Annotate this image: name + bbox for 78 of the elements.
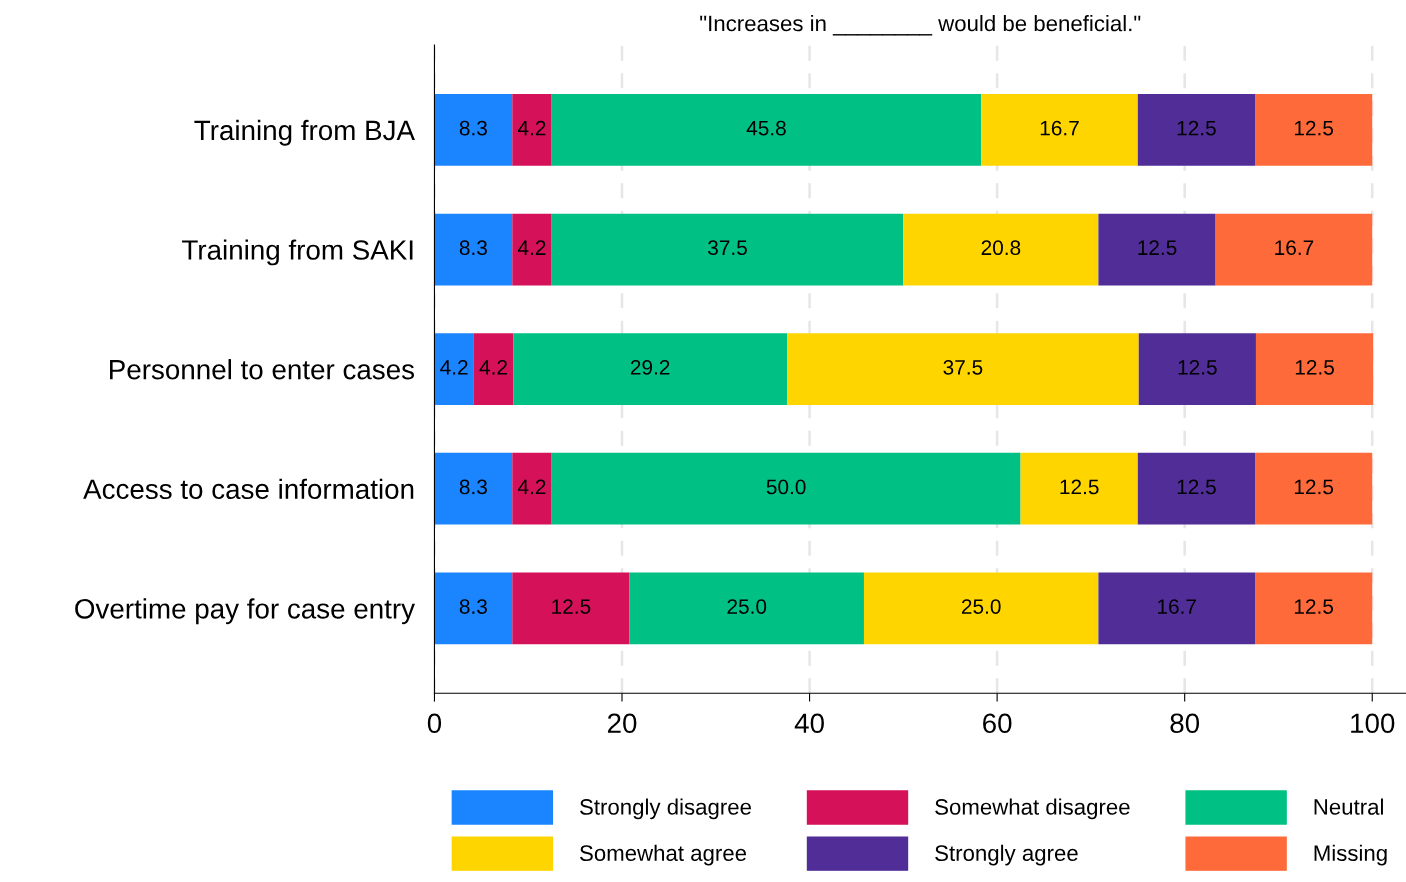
bar xyxy=(787,333,1139,405)
data-label: 12.5 xyxy=(1178,359,1217,375)
legend-label: Neutral xyxy=(1314,798,1383,815)
legend-label: Strongly disagree xyxy=(580,798,751,820)
chart-title: "Increases in ________ would be beneficial." xyxy=(700,14,1141,36)
bar xyxy=(512,213,552,286)
data-label: 25.0 xyxy=(727,599,767,614)
data-label: 12.5 xyxy=(1295,359,1334,375)
data-label: 12.5 xyxy=(1177,479,1216,495)
bar xyxy=(434,94,513,166)
data-label: 12.5 xyxy=(1138,240,1177,256)
data-label: 12.5 xyxy=(1294,120,1334,136)
data-label: 37.5 xyxy=(708,240,747,256)
bar xyxy=(1137,452,1256,525)
y-tick-label: Access to case information xyxy=(83,478,414,500)
y-tick-label: Training from SAKI xyxy=(182,239,413,266)
y-tick-label: Training from BJA xyxy=(194,119,415,146)
bar xyxy=(981,94,1138,166)
data-label: 4.2 xyxy=(517,120,546,136)
data-label: 8.3 xyxy=(459,240,487,256)
bar xyxy=(434,333,474,405)
bar xyxy=(512,94,552,166)
data-label: 8.3 xyxy=(459,599,487,614)
y-tick-label: Personnel to enter cases xyxy=(110,359,415,380)
data-label: 29.2 xyxy=(630,359,670,375)
data-label: 4.2 xyxy=(517,479,546,495)
data-label: 25.0 xyxy=(961,599,1001,614)
data-label: 4.2 xyxy=(440,359,468,375)
x-tick-label: 20 xyxy=(607,713,637,734)
x-tick-label: 40 xyxy=(794,713,824,734)
bar xyxy=(1215,213,1373,286)
data-label: 4.2 xyxy=(517,240,546,255)
bar xyxy=(434,452,513,525)
data-label: 20.8 xyxy=(981,240,1021,256)
bar xyxy=(1137,94,1256,166)
data-label: 12.5 xyxy=(1060,479,1099,495)
x-tick-label: 100 xyxy=(1351,713,1395,734)
data-label: 12.5 xyxy=(552,599,591,614)
bar xyxy=(513,333,788,405)
data-label: 12.5 xyxy=(1294,479,1334,495)
data-label: 50.0 xyxy=(766,479,806,495)
bar xyxy=(1255,94,1373,166)
bar xyxy=(1098,572,1256,645)
bar xyxy=(551,94,982,166)
x-tick-label: 0 xyxy=(427,713,442,734)
bar xyxy=(434,213,513,286)
x-tick-label: 60 xyxy=(983,713,1012,734)
bar xyxy=(473,333,514,405)
legend-label: Missing xyxy=(1314,844,1387,866)
data-label: 8.3 xyxy=(459,120,487,136)
data-label: 16.7 xyxy=(1158,599,1196,614)
data-label: 45.8 xyxy=(746,120,786,136)
data-label: 12.5 xyxy=(1294,599,1334,614)
data-label: 12.5 xyxy=(1177,120,1216,136)
bar xyxy=(1138,333,1256,405)
data-label: 8.3 xyxy=(459,479,487,495)
bar xyxy=(629,572,864,645)
legend-label: Somewhat agree xyxy=(580,844,747,866)
bar xyxy=(1255,452,1373,525)
y-tick-label: Overtime pay for case entry xyxy=(75,598,415,625)
bar xyxy=(863,572,1099,645)
data-label: 4.2 xyxy=(479,359,507,375)
bar xyxy=(1020,452,1138,525)
bar xyxy=(1098,213,1216,286)
bar xyxy=(903,213,1099,286)
bar xyxy=(512,452,552,525)
legend-label: Strongly agree xyxy=(935,844,1078,866)
bar xyxy=(434,572,513,645)
bar xyxy=(551,213,904,286)
bar xyxy=(1255,572,1373,645)
bar xyxy=(551,452,1021,525)
data-label: 16.7 xyxy=(1275,240,1314,256)
data-label: 16.7 xyxy=(1040,120,1079,136)
bar xyxy=(1255,333,1374,405)
legend-label: Somewhat disagree xyxy=(935,798,1130,820)
x-tick-label: 80 xyxy=(1170,713,1200,734)
data-label: 37.5 xyxy=(943,359,983,375)
bar xyxy=(512,572,630,645)
